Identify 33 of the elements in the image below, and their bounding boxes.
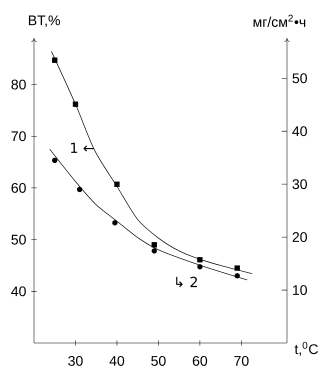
y2-tick-label: 50 [292, 73, 307, 84]
point [72, 102, 78, 107]
y2-tick-label: 40 [292, 126, 307, 136]
point [152, 248, 157, 254]
y2-axis-title: мг/см$^{2}$•ч [254, 14, 306, 27]
point [234, 273, 240, 278]
y-tick-label: 40 [11, 286, 26, 296]
y2-tick-label: 20 [292, 232, 307, 242]
y2-tick-label: 10 [293, 285, 307, 296]
y-axis-title: BT,% [28, 15, 60, 27]
y-tick-label: 70 [12, 131, 26, 142]
point [234, 265, 240, 271]
annotation: 1 ← [71, 142, 94, 153]
point [52, 158, 58, 163]
x-axis-title: t,$^{0}$C [294, 342, 318, 356]
x-tick-label: 50 [151, 356, 166, 366]
line-series [51, 51, 252, 274]
annotation: ↳ 2 [176, 276, 197, 288]
y-tick-label: 60 [12, 182, 26, 193]
point [52, 58, 58, 63]
x-tick-label: 30 [68, 356, 83, 366]
x-tick-label: 60 [192, 356, 208, 366]
x-tick-label: 70 [234, 356, 249, 366]
point [76, 186, 82, 192]
y-tick-label: 80 [11, 80, 26, 90]
point [197, 264, 203, 270]
point [152, 242, 157, 248]
y2-tick-label: 30 [292, 179, 307, 190]
point [112, 220, 118, 226]
y-tick-label: 50 [11, 234, 26, 245]
point [197, 257, 203, 262]
x-tick-label: 40 [109, 356, 124, 366]
point [114, 182, 120, 187]
